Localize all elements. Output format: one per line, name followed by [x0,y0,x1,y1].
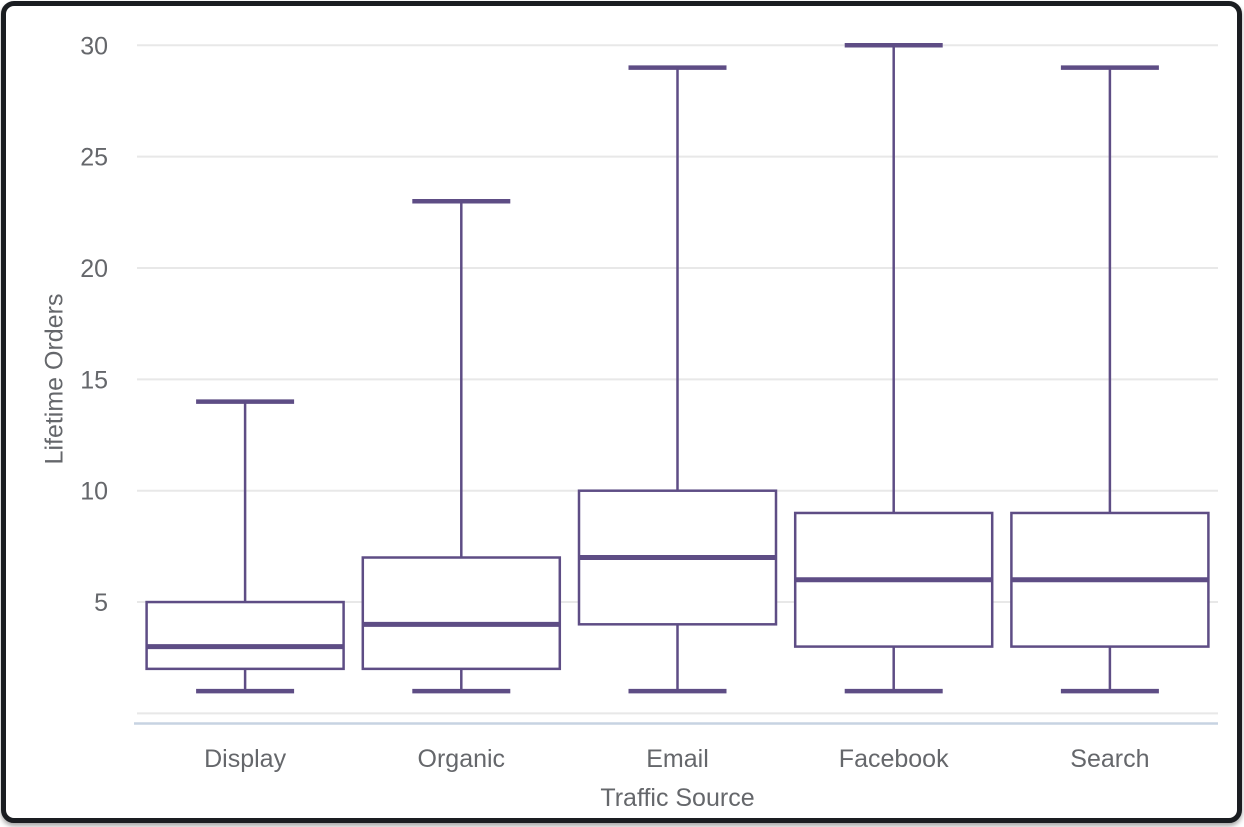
x-tick-label-display: Display [204,745,286,773]
x-tick-label-email: Email [646,745,709,773]
x-tick-label-search: Search [1070,745,1149,773]
y-tick-label-20: 20 [80,255,108,283]
box-display[interactable] [145,399,345,694]
y-tick-label-10: 10 [80,478,108,506]
iqr-box[interactable] [145,600,345,671]
y-tick-label-25: 25 [80,144,108,172]
y-tick-label-30: 30 [80,32,108,60]
y-tick-label-5: 5 [94,589,108,617]
box-facebook[interactable] [793,43,994,694]
iqr-box[interactable] [361,556,562,671]
x-tick-label-organic: Organic [418,745,506,773]
x-axis-title: Traffic Source [600,784,755,812]
y-axis-title: Lifetime Orders [40,293,69,465]
x-tick-label-facebook: Facebook [839,745,949,773]
box-organic[interactable] [361,198,562,694]
box-search[interactable] [1010,65,1210,694]
y-tick-label-15: 15 [80,366,108,394]
box-email[interactable] [577,65,778,694]
